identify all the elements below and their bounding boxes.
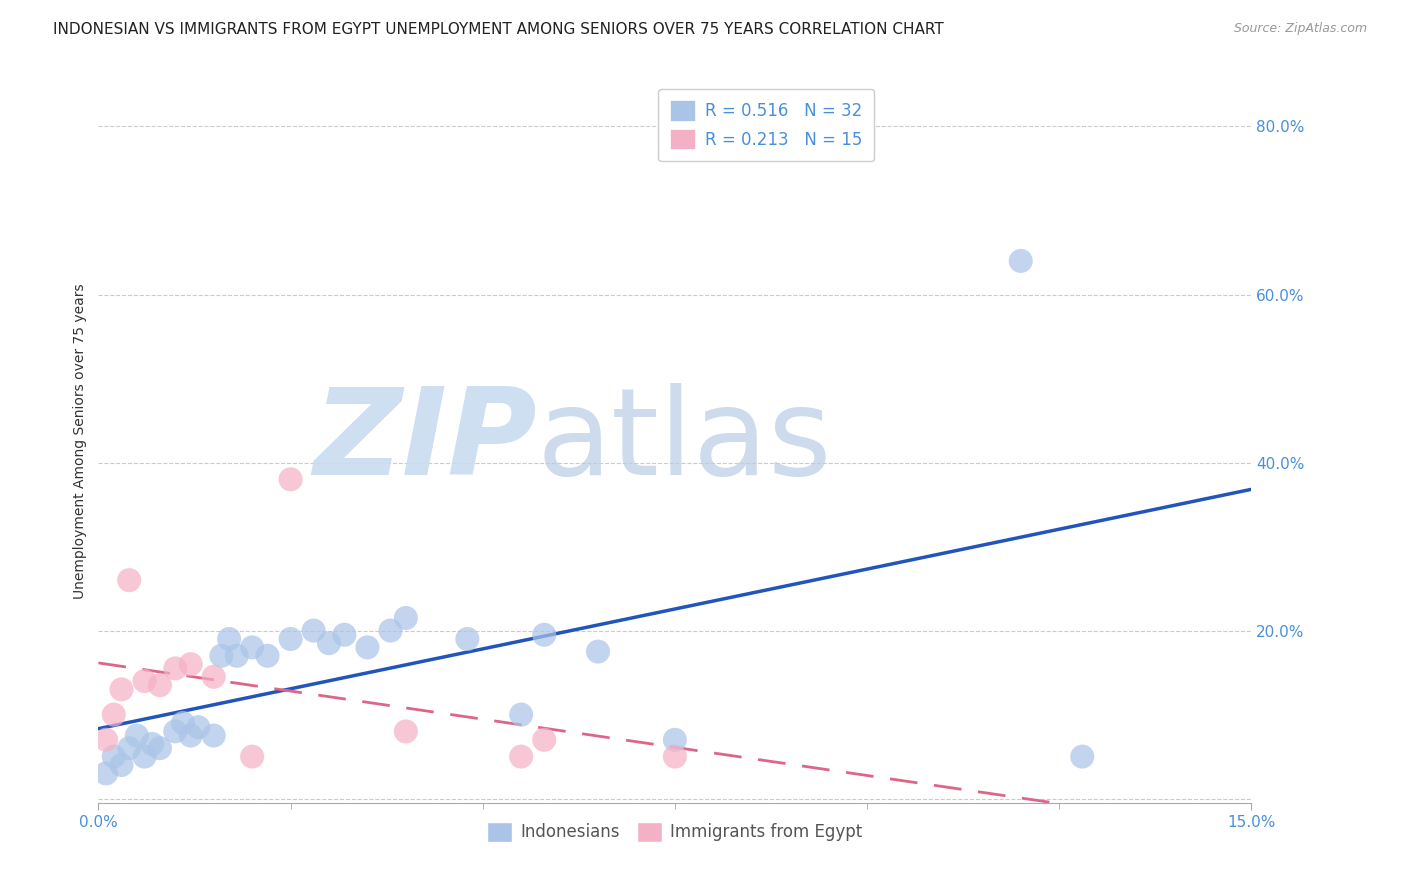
Text: ZIP: ZIP (312, 383, 537, 500)
Text: Source: ZipAtlas.com: Source: ZipAtlas.com (1233, 22, 1367, 36)
Point (202, 729, 225, 743)
Point (180, 729, 202, 743)
Point (125, 729, 148, 743)
Text: atlas: atlas (537, 383, 832, 500)
Text: INDONESIAN VS IMMIGRANTS FROM EGYPT UNEMPLOYMENT AMONG SENIORS OVER 75 YEARS COR: INDONESIAN VS IMMIGRANTS FROM EGYPT UNEM… (53, 22, 945, 37)
Point (510, 749, 533, 764)
Point (110, 682, 132, 697)
Point (202, 670, 225, 684)
Point (134, 673, 156, 688)
Point (318, 636, 340, 650)
Point (395, 724, 418, 739)
Point (280, 632, 302, 646)
Point (240, 749, 263, 764)
Point (172, 716, 194, 731)
Point (149, 678, 172, 692)
Point (103, 749, 125, 764)
Point (1010, 253, 1032, 268)
Point (180, 657, 202, 672)
Point (240, 640, 263, 655)
Y-axis label: Unemployment Among Seniors over 75 years: Unemployment Among Seniors over 75 years (73, 284, 87, 599)
Point (94, 732, 117, 747)
Point (187, 720, 209, 734)
Point (134, 749, 156, 764)
Point (664, 732, 686, 747)
Point (380, 624, 402, 638)
Point (280, 472, 302, 486)
Point (533, 628, 555, 642)
Point (94, 766, 117, 780)
Point (664, 749, 686, 764)
Point (1071, 749, 1094, 764)
Point (209, 648, 232, 663)
Point (141, 737, 163, 751)
Point (533, 732, 555, 747)
Point (510, 707, 533, 722)
Point (165, 661, 187, 675)
Point (333, 628, 356, 642)
Point (118, 573, 141, 587)
Point (395, 611, 418, 625)
Point (356, 640, 378, 655)
Point (586, 644, 609, 658)
Point (302, 624, 325, 638)
Point (118, 741, 141, 756)
Point (110, 758, 132, 772)
Point (149, 741, 172, 756)
Point (456, 632, 478, 646)
Legend: Indonesians, Immigrants from Egypt: Indonesians, Immigrants from Egypt (481, 815, 869, 848)
Point (103, 707, 125, 722)
Point (256, 648, 278, 663)
Point (225, 648, 247, 663)
Point (165, 724, 187, 739)
Point (218, 632, 240, 646)
